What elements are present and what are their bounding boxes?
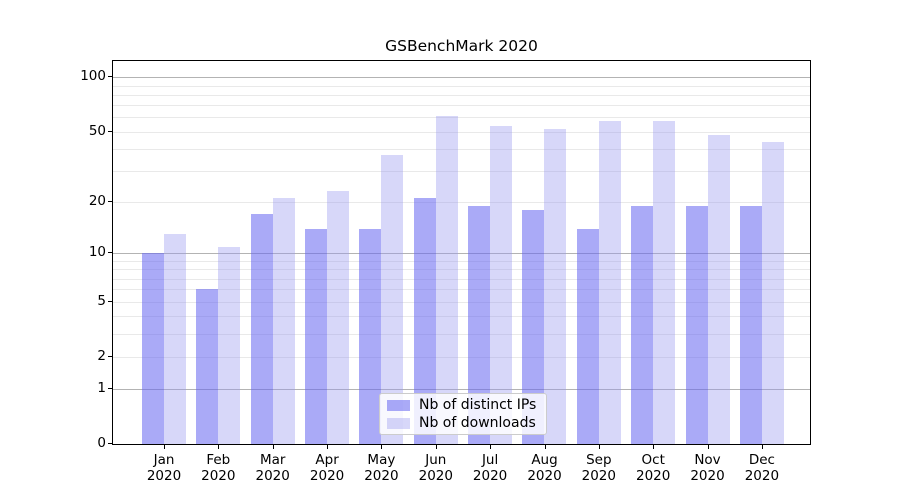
chart-title: GSBenchMark 2020	[385, 37, 538, 55]
gridline-5	[113, 301, 810, 303]
gridline-70	[113, 105, 810, 107]
y-tick-label-0: 0	[97, 435, 106, 451]
bar-distinct-ips-jun	[413, 198, 436, 444]
x-tick-label-dec: Dec 2020	[744, 452, 780, 484]
x-tick-label-jan: Jan 2020	[146, 452, 182, 484]
x-tick-mark-mar	[272, 445, 274, 449]
legend-swatch-distinct-ips	[387, 399, 410, 411]
gridline-60	[113, 117, 810, 119]
bar-distinct-ips-dec	[739, 205, 762, 444]
bar-distinct-ips-apr	[305, 228, 328, 444]
bar-downloads-aug	[544, 128, 567, 444]
x-tick-label-jul: Jul 2020	[472, 452, 508, 484]
gridline-1	[113, 388, 810, 390]
gridline-7	[113, 278, 810, 280]
x-tick-mark-jan	[164, 445, 165, 449]
gridline-3	[113, 333, 810, 335]
gridline-30	[113, 171, 810, 173]
x-tick-mark-may	[381, 445, 383, 449]
y-tick-mark-1	[108, 387, 112, 389]
bar-distinct-ips-mar	[250, 214, 273, 444]
y-tick-label-1: 1	[97, 379, 106, 396]
gridline-2	[113, 356, 810, 358]
legend-row-distinct-ips: Nb of distinct IPs	[380, 397, 546, 413]
bar-distinct-ips-jul	[468, 205, 491, 444]
gridline-20	[113, 202, 810, 203]
x-tick-mark-sep	[598, 445, 600, 449]
gridline-40	[113, 148, 810, 150]
y-tick-mark-0	[108, 443, 112, 444]
bar-downloads-sep	[598, 121, 621, 444]
gridline-50	[113, 131, 810, 133]
x-tick-label-may: May 2020	[364, 452, 399, 484]
gridline-90	[113, 85, 810, 87]
x-tick-mark-feb	[218, 445, 220, 449]
bar-downloads-jun	[435, 116, 458, 444]
legend: Nb of distinct IPs Nb of downloads	[379, 393, 547, 435]
x-tick-label-feb: Feb 2020	[201, 452, 236, 484]
gridline-4	[113, 316, 810, 318]
legend-label-downloads: Nb of downloads	[419, 415, 536, 431]
gridline-8	[113, 269, 810, 271]
y-tick-mark-50	[108, 130, 112, 132]
gridline-6	[113, 289, 810, 291]
bar-downloads-may	[381, 154, 404, 444]
bar-distinct-ips-oct	[631, 205, 654, 444]
bar-downloads-jan	[164, 234, 186, 444]
bar-distinct-ips-may	[359, 228, 382, 444]
legend-label-distinct-ips: Nb of distinct IPs	[419, 397, 537, 413]
x-tick-mark-apr	[327, 445, 329, 449]
y-tick-label-5: 5	[97, 292, 106, 309]
x-tick-label-sep: Sep 2020	[581, 452, 616, 484]
y-tick-label-20: 20	[88, 193, 106, 209]
legend-row-downloads: Nb of downloads	[380, 415, 546, 431]
gridline-80	[113, 94, 810, 96]
y-tick-label-2: 2	[97, 347, 106, 364]
x-tick-label-aug: Aug 2020	[527, 452, 562, 484]
bar-distinct-ips-aug	[522, 210, 545, 444]
bar-distinct-ips-nov	[685, 205, 708, 444]
bar-downloads-dec	[761, 141, 784, 444]
x-tick-mark-dec	[761, 445, 763, 449]
y-tick-mark-100	[108, 76, 112, 78]
y-tick-mark-5	[108, 300, 112, 302]
gridline-100	[113, 77, 810, 79]
x-tick-mark-oct	[653, 445, 655, 449]
y-tick-mark-10	[108, 252, 112, 254]
gridline-9	[113, 261, 810, 262]
x-tick-mark-jul	[490, 445, 492, 449]
x-tick-label-apr: Apr 2020	[309, 452, 345, 484]
y-tick-label-50: 50	[88, 122, 106, 139]
bar-downloads-oct	[653, 121, 676, 444]
bar-downloads-feb	[218, 246, 241, 444]
x-tick-label-nov: Nov 2020	[690, 452, 725, 484]
y-tick-label-10: 10	[88, 244, 106, 261]
x-tick-mark-aug	[544, 445, 546, 449]
legend-swatch-downloads	[387, 417, 410, 429]
x-tick-label-mar: Mar 2020	[255, 452, 290, 484]
x-tick-mark-jun	[435, 445, 437, 449]
bar-distinct-ips-sep	[576, 228, 599, 444]
x-tick-label-jun: Jun 2020	[418, 452, 453, 484]
gridline-10	[113, 253, 810, 255]
y-tick-mark-20	[108, 201, 112, 202]
bar-downloads-jul	[490, 125, 513, 444]
plot-area: Nb of distinct IPs Nb of downloads	[112, 60, 811, 445]
x-tick-label-oct: Oct 2020	[636, 452, 671, 484]
y-tick-label-100: 100	[80, 68, 106, 85]
bar-downloads-nov	[707, 134, 730, 444]
bar-downloads-apr	[327, 191, 350, 444]
bar-distinct-ips-feb	[196, 289, 219, 444]
x-tick-mark-nov	[707, 445, 709, 449]
bar-downloads-mar	[272, 198, 295, 444]
y-tick-mark-2	[108, 355, 112, 357]
bar-distinct-ips-jan	[142, 253, 164, 444]
